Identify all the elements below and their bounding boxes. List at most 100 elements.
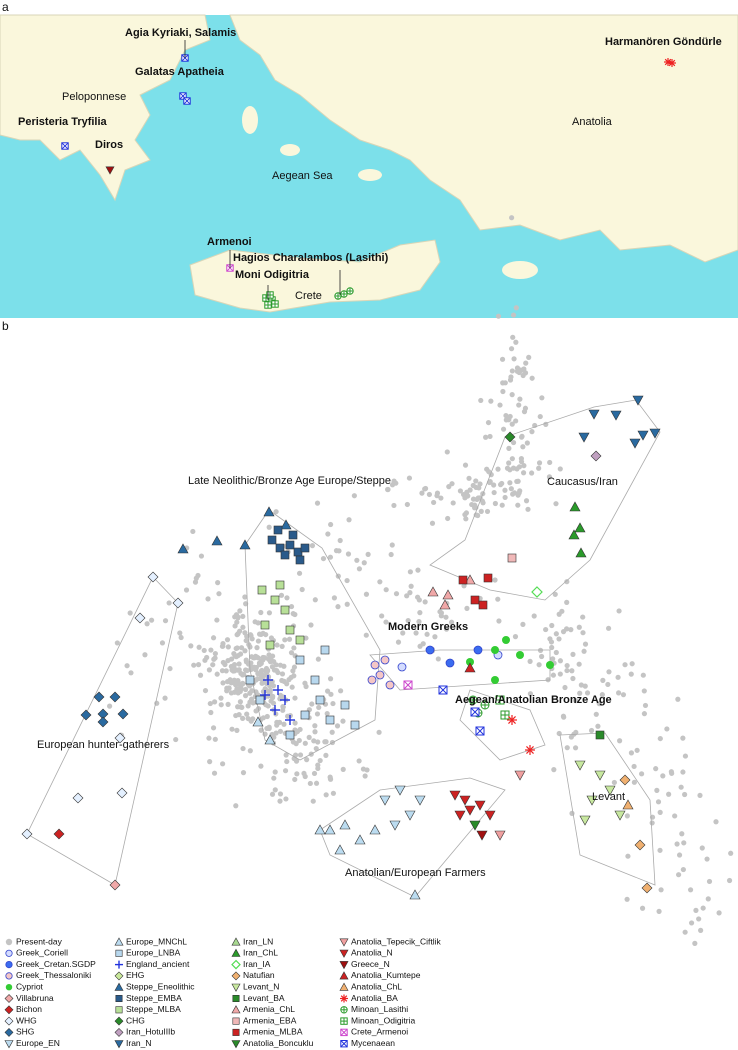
background-point (356, 758, 362, 764)
background-point (516, 402, 522, 408)
marker (634, 839, 646, 851)
background-point (705, 896, 711, 902)
diamond (134, 612, 146, 624)
diamond (231, 971, 241, 981)
square (315, 695, 325, 705)
marker (449, 790, 461, 801)
marker (594, 770, 606, 781)
background-point (340, 766, 346, 772)
hull (319, 777, 506, 898)
legend-label: Steppe_Eneolithic (126, 981, 195, 991)
background-point (383, 587, 389, 593)
background-point (503, 417, 509, 423)
background-point (529, 428, 535, 435)
background-point (615, 690, 622, 696)
background-point (277, 728, 284, 734)
background-point (317, 757, 323, 764)
marker (275, 580, 285, 590)
background-point (231, 651, 237, 657)
background-point (536, 662, 542, 668)
background-point (536, 465, 542, 471)
background-point (231, 661, 238, 668)
background-point (324, 710, 330, 717)
background-point (484, 508, 491, 515)
background-point (345, 551, 352, 557)
place-label: Moni Odigitria (235, 269, 310, 281)
hull (459, 689, 546, 761)
background-point (485, 419, 492, 426)
legend-label: Anatolia_ChL (351, 981, 402, 991)
background-point (556, 611, 562, 617)
background-point (463, 510, 470, 516)
land-anatolia (229, 14, 738, 263)
background-point (278, 592, 285, 598)
triangle (464, 662, 476, 673)
background-point (215, 580, 221, 586)
marker (114, 1027, 124, 1037)
diamond (114, 1016, 124, 1026)
background-point (657, 847, 663, 853)
background-point (214, 671, 220, 677)
background-point (346, 517, 352, 523)
background-point (536, 460, 543, 466)
legend-label: Anatolia_Boncuklu (243, 1038, 314, 1048)
legend-label: Steppe_EMBA (126, 993, 182, 1003)
legend-label: SHG (16, 1027, 34, 1037)
triangle (594, 770, 606, 781)
background-point (653, 766, 659, 772)
diamond (641, 882, 653, 894)
background-point (144, 621, 150, 627)
marker (315, 695, 325, 705)
background-point (508, 346, 515, 352)
background-point (247, 632, 254, 638)
background-point (351, 493, 357, 499)
background-point (178, 634, 184, 641)
background-point (497, 402, 503, 408)
background-point (208, 709, 214, 716)
marker (466, 658, 474, 666)
marker (445, 658, 455, 668)
background-point (272, 787, 278, 793)
background-point (513, 339, 519, 345)
background-point (564, 579, 570, 585)
marker (470, 595, 480, 605)
background-point (282, 768, 289, 774)
dot (5, 960, 13, 969)
triangle (339, 971, 349, 980)
triangle (389, 820, 401, 831)
marker (232, 1028, 240, 1036)
legend-label: Greek_Thessaloniki (16, 970, 91, 980)
background-point (680, 866, 686, 873)
background-point (469, 501, 475, 508)
marker (586, 795, 598, 806)
background-point (446, 484, 452, 490)
triangle (632, 395, 644, 406)
background-point (676, 872, 682, 878)
background-point (510, 465, 517, 471)
background-point (274, 722, 280, 728)
marker (4, 1027, 14, 1037)
background-point (462, 462, 469, 468)
background-point (519, 433, 525, 439)
hull (429, 399, 661, 601)
background-point (240, 624, 246, 630)
marker (260, 690, 270, 700)
triangle (454, 810, 466, 821)
background-point (297, 726, 303, 733)
marker (288, 530, 298, 540)
background-point (625, 853, 631, 859)
background-point (308, 622, 314, 628)
background-point (521, 463, 527, 469)
legend-label: Anatolia_BA (351, 993, 398, 1003)
background-point (219, 668, 226, 674)
marker (80, 709, 92, 721)
marker (339, 971, 349, 980)
square (275, 543, 285, 553)
background-point (233, 681, 239, 688)
background-point (564, 745, 570, 751)
marker (285, 715, 295, 725)
background-point (212, 736, 218, 742)
background-point (511, 356, 517, 362)
star (668, 59, 676, 67)
triangle (474, 800, 486, 811)
